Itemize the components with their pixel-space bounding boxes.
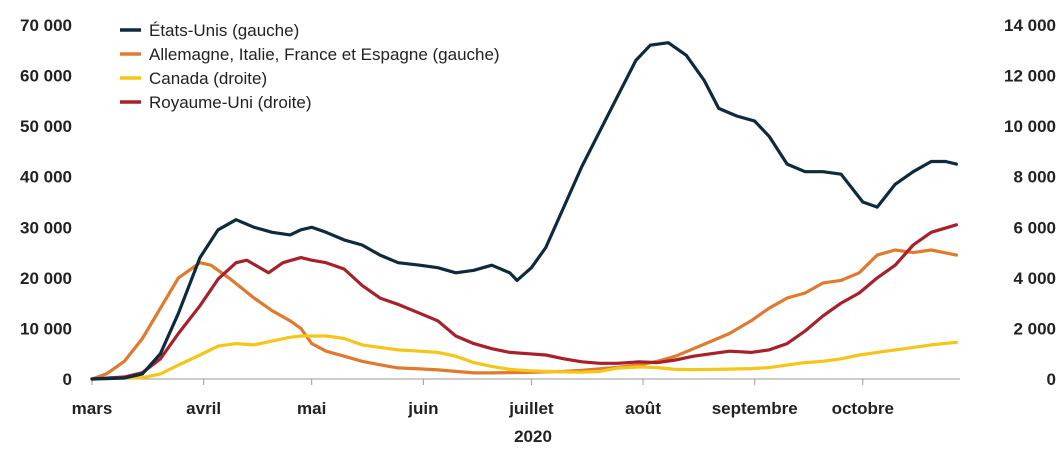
x-tick-label: septembre <box>712 399 798 418</box>
legend-label: Allemagne, Italie, France et Espagne (ga… <box>149 45 500 64</box>
y-left-tick-label: 10 000 <box>20 319 72 338</box>
legend-label: Royaume-Uni (droite) <box>149 93 312 112</box>
series-layer <box>90 41 958 381</box>
axes: 0 10 000 20 000 30 000 40 000 50 000 60 000 70 … <box>20 16 1056 418</box>
y-right-tick-label: 10 000 <box>1004 117 1056 136</box>
series-line-4 <box>90 223 958 381</box>
y-left-tick-label: 30 000 <box>20 218 72 237</box>
y-right-tick-label: 12 000 <box>1004 67 1056 86</box>
y-left-tick-label: 0 <box>63 370 72 389</box>
legend-label: Canada (droite) <box>149 69 267 88</box>
x-tick-label: avril <box>186 399 221 418</box>
x-tick-label: juillet <box>508 399 554 418</box>
x-tick-label: juin <box>407 399 438 418</box>
y-right-tick-label: 0 <box>1047 370 1056 389</box>
x-axis-title: 2020 <box>514 427 552 446</box>
y-right-tick-label: 2 000 <box>1013 319 1056 338</box>
y-right-tick-label: 8 000 <box>1013 168 1056 187</box>
y-left-tick-label: 20 000 <box>20 269 72 288</box>
y-right-tick-label: 14 000 <box>1004 16 1056 35</box>
x-tick-label: mai <box>297 399 326 418</box>
y-right-tick-label: 4 000 <box>1013 269 1056 288</box>
series-line-1 <box>90 41 958 381</box>
y-left-tick-label: 70 000 <box>20 16 72 35</box>
y-left-tick-label: 60 000 <box>20 67 72 86</box>
y-left-tick-label: 40 000 <box>20 168 72 187</box>
x-tick-label: mars <box>72 399 113 418</box>
legend-label: États-Unis (gauche) <box>149 21 299 40</box>
series-line-3 <box>90 334 958 381</box>
y-right-tick-label: 6 000 <box>1013 218 1056 237</box>
x-tick-label: octobre <box>832 399 894 418</box>
x-tick-label: août <box>625 399 661 418</box>
legend: États-Unis (gauche) Allemagne, Italie, Fr… <box>120 21 500 112</box>
y-left-tick-label: 50 000 <box>20 117 72 136</box>
series-line-2 <box>90 248 958 381</box>
